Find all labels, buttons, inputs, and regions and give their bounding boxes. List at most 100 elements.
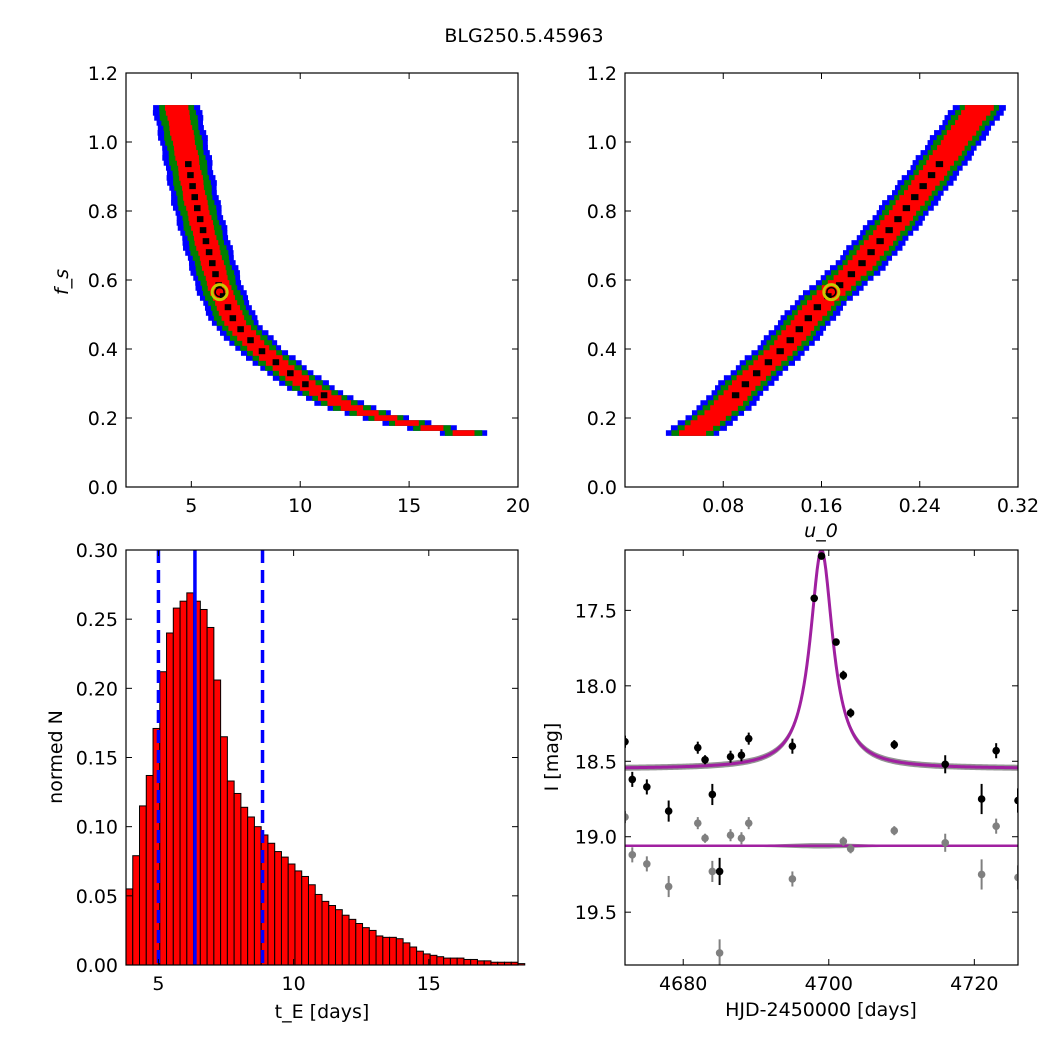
heatmap-cell-red	[736, 375, 767, 381]
heatmap-cell-red	[215, 300, 238, 306]
heatmap-cell-red	[171, 135, 195, 141]
heatmap-cell-red	[247, 345, 270, 351]
heatmap-cell-black	[935, 161, 944, 168]
heatmap-cell-red	[452, 430, 475, 436]
y-tick-label: 0.30	[76, 540, 118, 562]
heatmap-cell-red	[180, 180, 204, 186]
tick-labels: 5 10 15 0.00 0.05 0.10 0.15 0.20 0.25 0.30	[76, 540, 518, 995]
heatmap-cell-red	[189, 220, 214, 226]
data-point-gray	[839, 837, 848, 846]
heatmap-cell-red	[182, 190, 206, 196]
data-point-black	[737, 751, 746, 760]
heatmap-cell-red	[309, 390, 332, 396]
heatmap-cell-red	[327, 400, 351, 406]
heatmap-cell-black	[237, 326, 244, 333]
heatmap-cell-red	[395, 420, 419, 426]
data-point-black	[977, 795, 986, 803]
histogram-bar	[463, 958, 472, 966]
heatmap-cell-red	[317, 395, 342, 401]
histogram-bar	[375, 935, 384, 966]
heatmap-cell-black	[287, 370, 294, 377]
heatmap-cell-black	[795, 326, 803, 333]
heatmap-cell-red	[923, 165, 951, 171]
histogram-bar	[199, 608, 208, 966]
x-axis-label: t_E [days]	[275, 1001, 370, 1023]
heatmap-cell-red	[168, 120, 191, 126]
histogram-bar	[395, 938, 404, 966]
y-tick-label: 0.0	[88, 477, 118, 499]
heatmap-cell-red	[797, 310, 828, 316]
heatmap-cell-red	[259, 355, 283, 361]
histogram-bar	[362, 927, 370, 966]
heatmap-cell-red	[859, 245, 889, 251]
heatmap-fs-te	[152, 105, 488, 436]
y-tick-label: 0.6	[587, 270, 617, 292]
heatmap-cell-black	[752, 370, 761, 377]
heatmap-cell-black	[191, 194, 198, 201]
x-tick-label: 5	[152, 973, 164, 995]
heatmap-cell-black	[219, 293, 227, 300]
histogram-bar	[125, 888, 134, 966]
y-tick-label: 18.5	[575, 751, 617, 773]
heatmap-cell-red	[781, 330, 811, 336]
heatmap-cell-red	[955, 120, 983, 126]
y-tick-label: 18.0	[575, 676, 617, 698]
histogram-bar	[368, 929, 377, 966]
histogram-bar	[240, 806, 249, 966]
data-point-gray	[737, 834, 746, 843]
panel-fs-vs-u0: 0.08 0.16 0.24 0.32 0.0 0.2 0.4 0.6 0.8 1.0 1.2 u_…	[587, 63, 1039, 542]
histogram-bar	[449, 957, 458, 966]
histogram-bar	[294, 870, 303, 966]
data-point-black	[643, 783, 651, 791]
y-tick-label: 0.25	[76, 609, 118, 631]
model-band	[625, 550, 1018, 771]
heatmap-cell-red	[167, 115, 190, 121]
heatmap-cell-red	[174, 150, 198, 156]
data-point-gray	[992, 822, 1000, 830]
histogram-bar	[476, 960, 485, 966]
heatmap-cell-black	[764, 359, 773, 366]
best-fit-marker	[822, 283, 841, 302]
heatmap-cell-red	[748, 365, 776, 371]
y-tick-label: 0.15	[76, 748, 118, 770]
heatmap-cell-red	[958, 115, 987, 121]
heatmap-cell-black	[202, 238, 210, 245]
y-tick-label: 0.20	[76, 678, 118, 700]
heatmap-cell-red	[232, 330, 257, 336]
histogram-bar	[139, 805, 147, 966]
data-point-black	[941, 760, 950, 769]
data-point-gray	[977, 870, 986, 879]
heatmap-cell-red	[950, 125, 980, 131]
heatmap-cell-red	[758, 355, 788, 361]
lightcurve-plot	[625, 550, 1018, 965]
heatmap-cell-red	[165, 110, 190, 116]
heatmap-cell-black	[858, 260, 866, 267]
histogram-bar	[166, 632, 174, 966]
heatmap-cell-red	[299, 385, 322, 391]
histogram-bar	[389, 936, 397, 966]
heatmap-cell-red	[769, 345, 798, 351]
heatmap-cell-red	[929, 155, 959, 161]
histogram-bar	[409, 946, 418, 966]
data-point-gray	[846, 845, 855, 853]
heatmap-cell-black	[196, 216, 204, 223]
y-tick-label: 0.8	[88, 201, 118, 223]
panel-te-histogram: 5 10 15 0.00 0.05 0.10 0.15 0.20 0.25 0.30 t_E [d…	[45, 540, 526, 1023]
heatmap-cell-red	[684, 425, 714, 431]
x-axis-label: HJD-2450000 [days]	[725, 999, 917, 1021]
heatmap-cell-black	[199, 227, 207, 234]
y-tick-label: 0.05	[76, 886, 118, 908]
y-tick-label: 0.0	[587, 477, 617, 499]
histogram-bar	[416, 950, 424, 966]
data-point-gray	[890, 826, 899, 835]
heatmap-cell-red	[199, 255, 222, 261]
x-tick-label: 15	[417, 973, 441, 995]
histogram-bar	[483, 960, 492, 966]
heatmap-cell-red	[816, 290, 846, 296]
best-fit-marker-inner	[826, 286, 837, 298]
heatmap-cell-red	[340, 405, 364, 411]
data-point-gray	[788, 875, 797, 883]
heatmap-cell-red	[806, 300, 835, 306]
heatmap-cell-red	[178, 165, 201, 171]
heatmap-cell-black	[247, 337, 254, 344]
